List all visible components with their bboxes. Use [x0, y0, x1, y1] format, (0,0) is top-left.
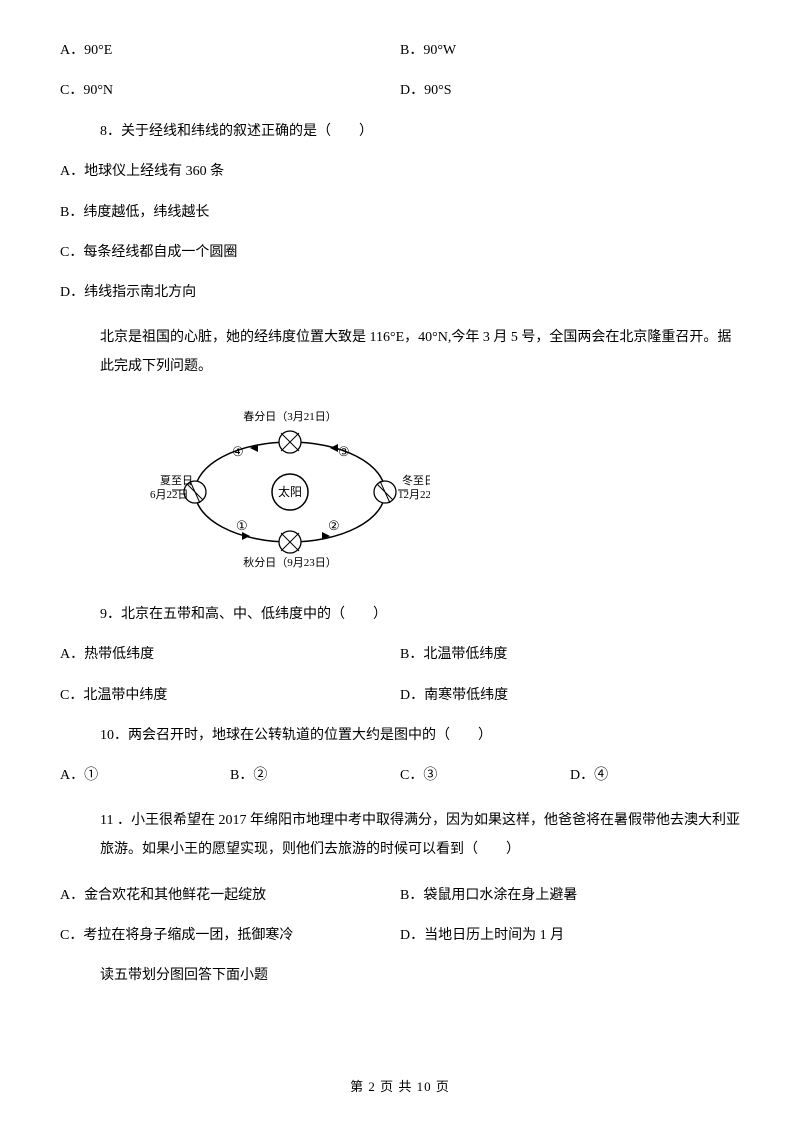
- orbit-diagram: 太阳: [60, 402, 740, 580]
- q8-opt-c: C．每条经线都自成一个圆圈: [60, 242, 740, 264]
- q11-opt-d: D．当地日历上时间为 1 月: [400, 925, 740, 947]
- num-4: ④: [232, 444, 244, 459]
- q10-opt-d: D．④: [570, 765, 740, 787]
- q9-opt-a: A．热带低纬度: [60, 644, 400, 666]
- q11-opt-a: A．金合欢花和其他鲜花一起绽放: [60, 885, 400, 907]
- orbit-svg: 太阳: [150, 402, 430, 572]
- q11-opt-b: B．袋鼠用口水涂在身上避暑: [400, 885, 740, 907]
- q8-opt-b: B．纬度越低，纬线越长: [60, 202, 740, 224]
- q10-opt-b: B．②: [230, 765, 400, 787]
- num-3: ③: [338, 444, 350, 459]
- label-left-1: 夏至日: [160, 474, 193, 487]
- q7-options-row1: A．90°E B．90°W: [60, 40, 740, 62]
- q9-opt-b: B．北温带低纬度: [400, 644, 740, 666]
- q9-opt-c: C．北温带中纬度: [60, 685, 400, 707]
- label-right-1: 冬至日: [402, 473, 430, 487]
- q8-opt-a: A．地球仪上经线有 360 条: [60, 161, 740, 183]
- q8-opt-d: D．纬线指示南北方向: [60, 282, 740, 304]
- q8-stem: 8．关于经线和纬线的叙述正确的是（ ）: [60, 121, 740, 143]
- q11-options-row2: C．考拉在将身子缩成一团，抵御寒冷 D．当地日历上时间为 1 月: [60, 925, 740, 947]
- q9-stem: 9．北京在五带和高、中、低纬度中的（ ）: [60, 604, 740, 626]
- label-left-2: 6月22日: [150, 489, 189, 501]
- num-2: ②: [328, 518, 340, 533]
- q11-stem: 11 ．小王很希望在 2017 年绵阳市地理中考中取得满分，因为如果这样，他爸爸…: [60, 806, 740, 865]
- q10-opt-a: A．①: [60, 765, 230, 787]
- passage-beijing: 北京是祖国的心脏，她的经纬度位置大致是 116°E，40°N,今年 3 月 5 …: [60, 323, 740, 382]
- page-footer: 第 2 页 共 10 页: [0, 1077, 800, 1098]
- trail-passage: 读五带划分图回答下面小题: [60, 965, 740, 987]
- pos-top: [279, 431, 301, 453]
- q10-opt-c: C．③: [400, 765, 570, 787]
- q9-options-row2: C．北温带中纬度 D．南寒带低纬度: [60, 685, 740, 707]
- sun-label: 太阳: [278, 484, 302, 499]
- q7-opt-d: D．90°S: [400, 80, 740, 102]
- label-bottom: 秋分日（9月23日）: [243, 555, 337, 569]
- pos-right: [374, 481, 396, 503]
- q11-opt-c: C．考拉在将身子缩成一团，抵御寒冷: [60, 925, 400, 947]
- q7-opt-a: A．90°E: [60, 40, 400, 62]
- label-top: 春分日（3月21日）: [243, 410, 337, 423]
- label-right-2: 12月22日: [398, 489, 430, 501]
- q9-options-row1: A．热带低纬度 B．北温带低纬度: [60, 644, 740, 666]
- q7-options-row2: C．90°N D．90°S: [60, 80, 740, 102]
- q11-options-row1: A．金合欢花和其他鲜花一起绽放 B．袋鼠用口水涂在身上避暑: [60, 885, 740, 907]
- pos-bottom: [279, 531, 301, 553]
- q10-options-row: A．① B．② C．③ D．④: [60, 765, 740, 787]
- q7-opt-c: C．90°N: [60, 80, 400, 102]
- q10-stem: 10．两会召开时，地球在公转轨道的位置大约是图中的（ ）: [60, 725, 740, 747]
- num-1: ①: [236, 518, 248, 533]
- q7-opt-b: B．90°W: [400, 40, 740, 62]
- q9-opt-d: D．南寒带低纬度: [400, 685, 740, 707]
